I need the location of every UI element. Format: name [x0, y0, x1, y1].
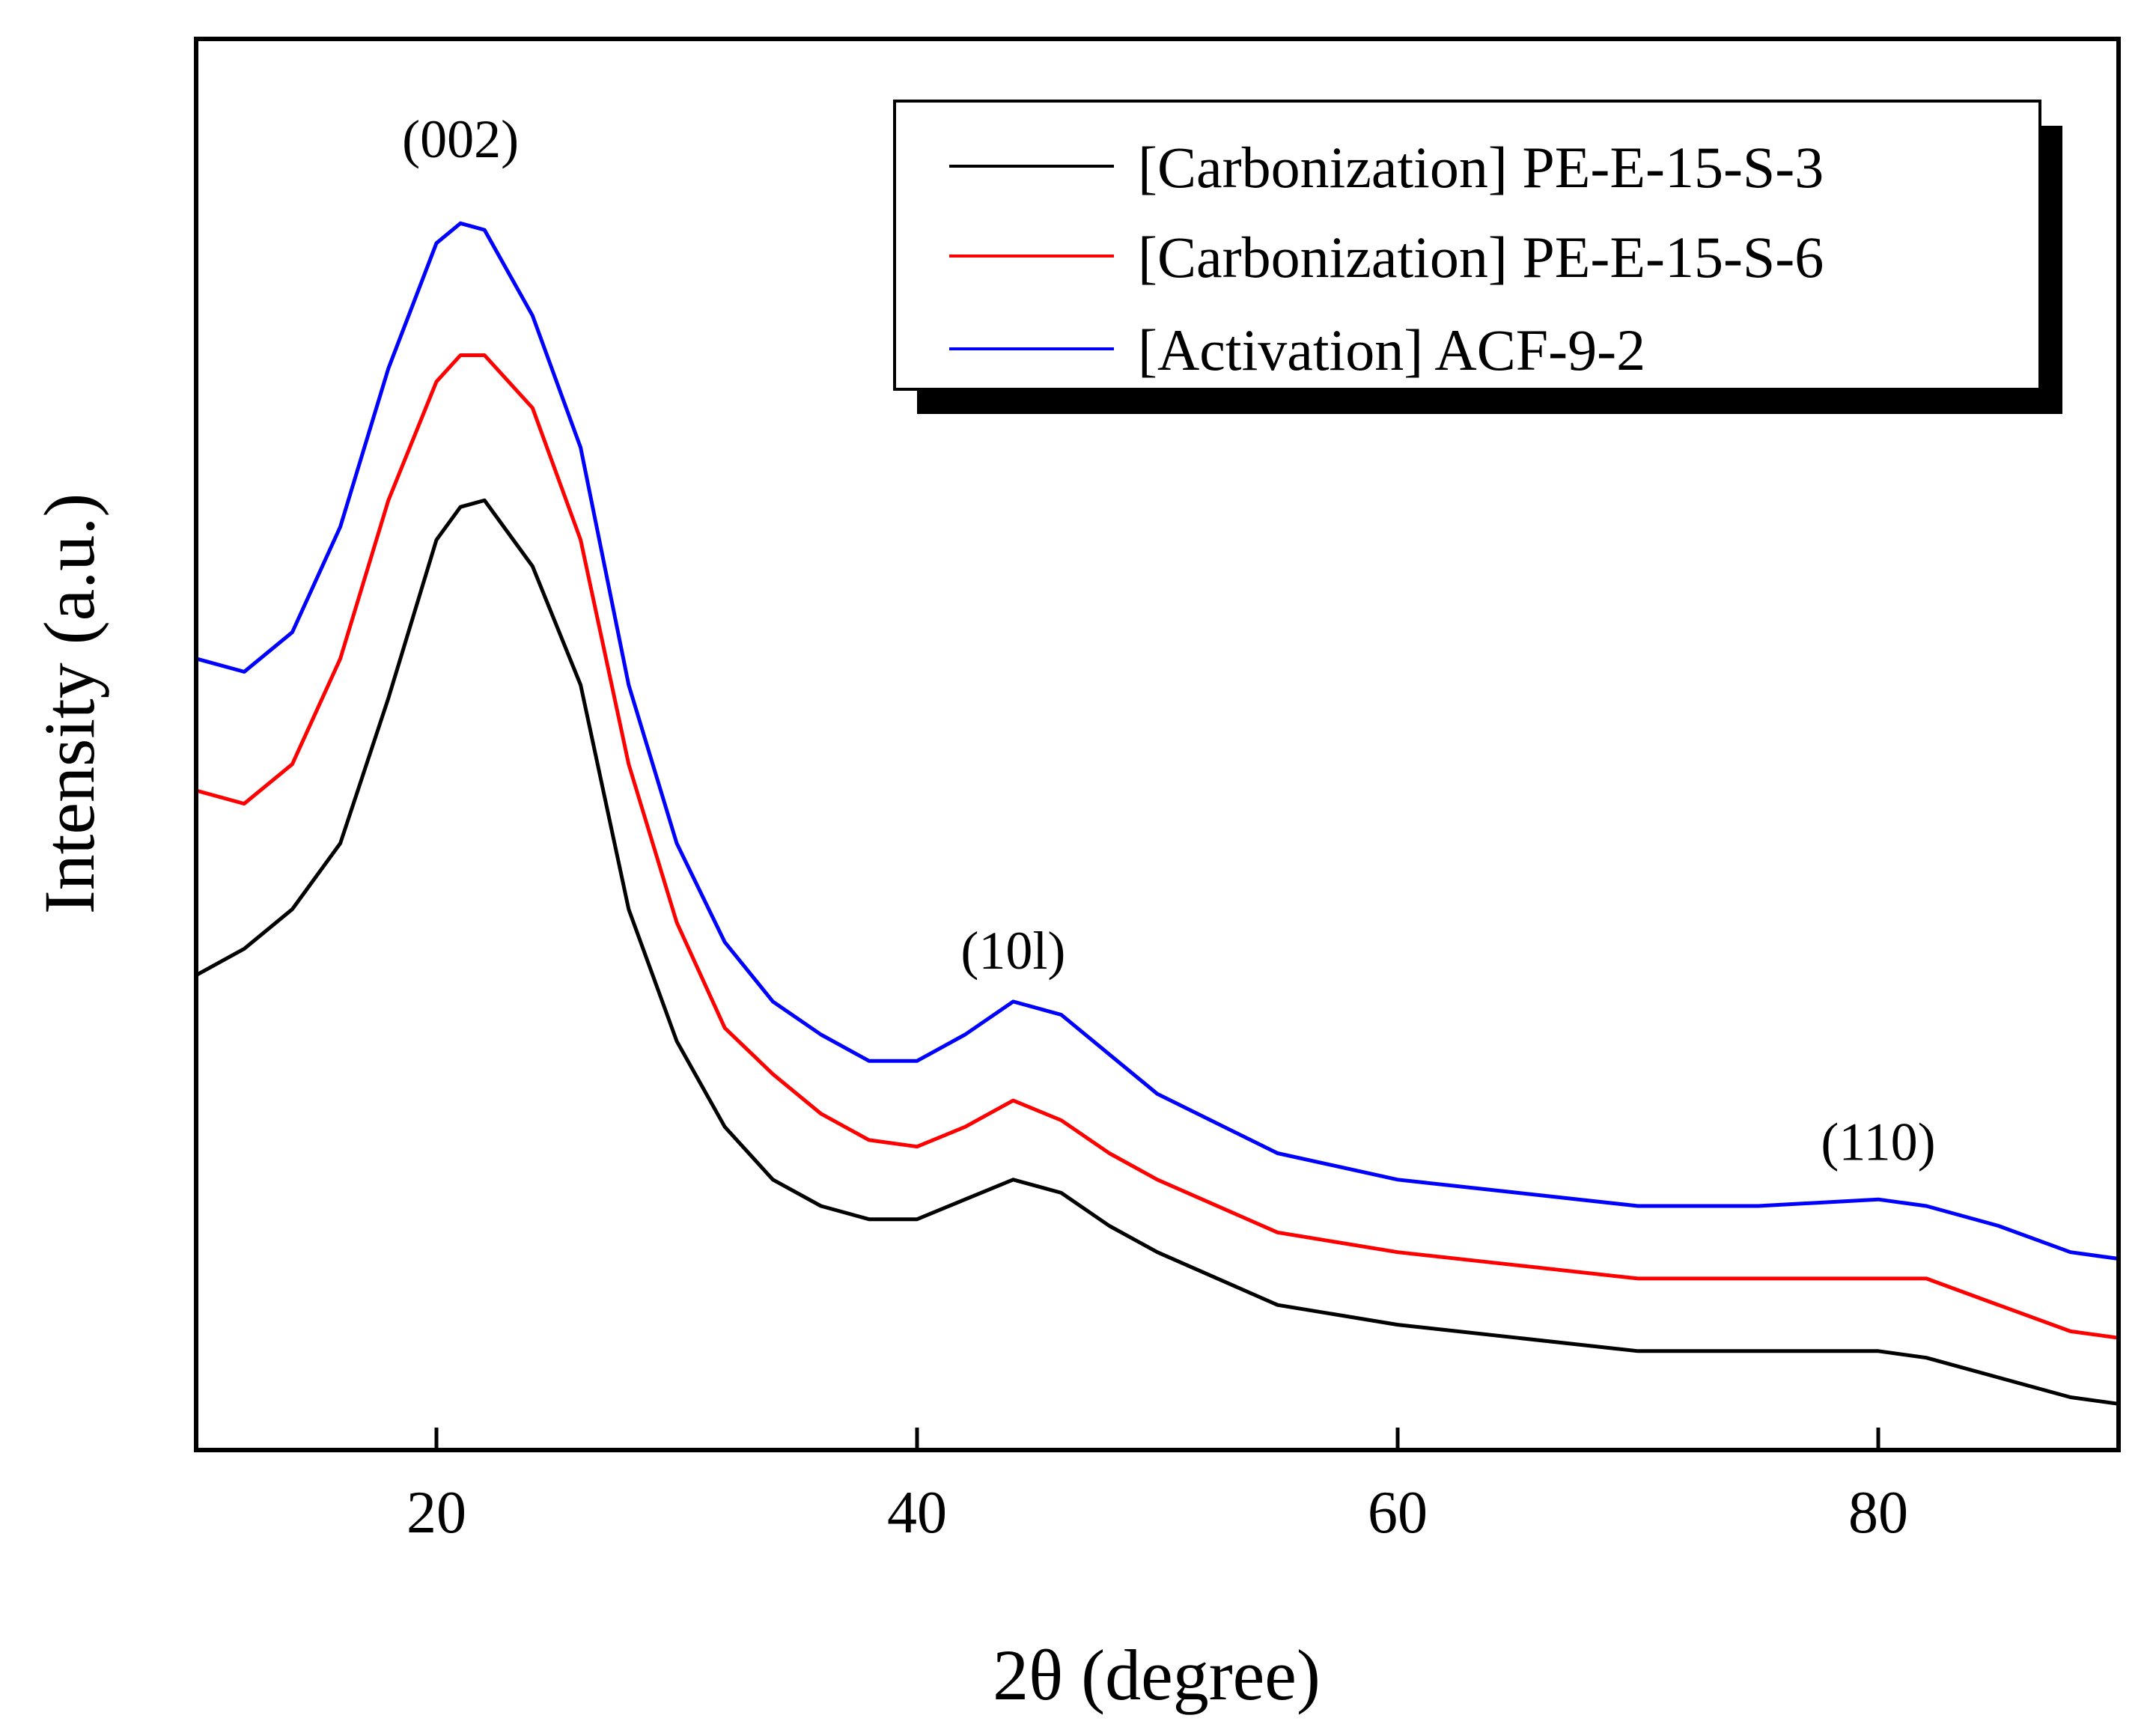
x-tick-label-60: 60: [1368, 1480, 1428, 1546]
series-line-pe-e-15-s-3: [195, 498, 2119, 1406]
x-tick-label-80: 80: [1848, 1480, 1908, 1546]
peak-labels: (002) (10l) (110): [402, 109, 1936, 1172]
peak-label-110: (110): [1821, 1112, 1935, 1172]
peak-label-10l: (10l): [960, 921, 1065, 981]
legend-label-pe-e-15-s-6: [Carbonization] PE-E-15-S-6: [1138, 225, 1824, 290]
legend-label-pe-e-15-s-3: [Carbonization] PE-E-15-S-3: [1138, 135, 1824, 200]
peak-label-002: (002): [402, 109, 519, 169]
legend-box: [893, 100, 2041, 391]
series-layer: [195, 221, 2119, 1406]
x-axis-title: 2θ (degree): [993, 1635, 1321, 1715]
plot-frame: [194, 37, 2121, 1452]
legend: [Carbonization] PE-E-15-S-3 [Carbonizati…: [893, 100, 2062, 414]
series-line-acf-9-2: [195, 221, 2119, 1261]
series-line-pe-e-15-s-6: [195, 353, 2119, 1340]
y-axis-title: Intensity (a.u.): [29, 493, 109, 915]
x-axis-ticks: 20 40 60 80: [406, 1428, 1908, 1546]
x-tick-label-40: 40: [887, 1480, 947, 1546]
x-tick-label-20: 20: [406, 1480, 466, 1546]
legend-label-acf-9-2: [Activation] ACF-9-2: [1138, 317, 1645, 383]
